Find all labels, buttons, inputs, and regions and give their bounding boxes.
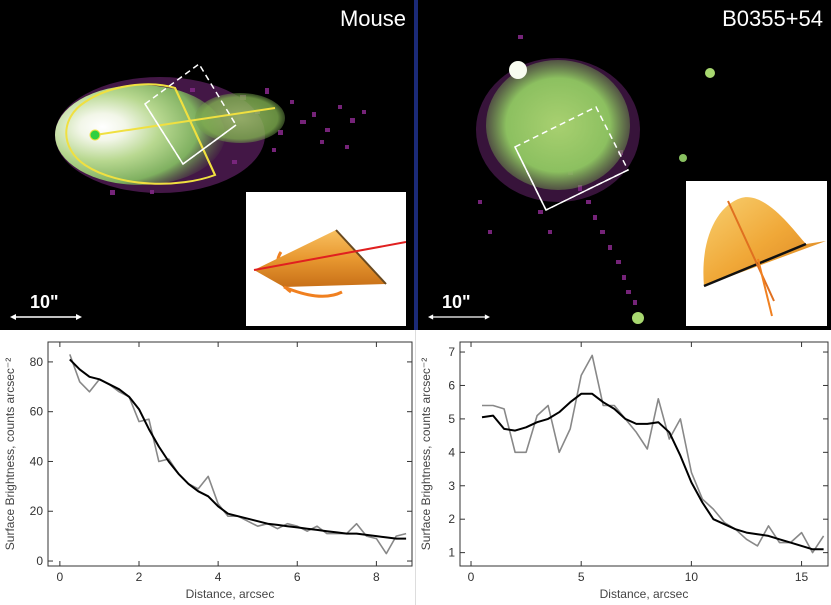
y-axis-label: Surface Brightness, counts arcsec⁻² — [3, 358, 17, 550]
y-tick-label: 1 — [448, 546, 455, 560]
b0355-cone-model-inset — [686, 181, 827, 326]
plot-frame — [47, 341, 413, 567]
b0355-xray-image — [476, 35, 715, 324]
cone-model-illustration — [703, 197, 826, 317]
plot-frame — [459, 341, 829, 567]
y-tick-label: 2 — [448, 512, 455, 526]
y-tick-label: 20 — [30, 504, 44, 518]
x-axis-label: Distance, arcsec — [186, 587, 275, 601]
mouse-xray-image-panel: Mouse 10" — [0, 0, 414, 330]
series-line-raw — [69, 354, 407, 555]
mouse-cone-model-inset — [246, 192, 407, 326]
series-line-smoothed — [481, 392, 824, 551]
cone-model-illustration — [253, 229, 407, 298]
x-tick-label: 4 — [215, 570, 222, 584]
x-tick-label: 0 — [57, 570, 64, 584]
y-tick-label: 4 — [448, 445, 455, 459]
x-tick-label: 0 — [468, 570, 475, 584]
panel-title-mouse: Mouse — [339, 6, 406, 31]
y-tick-label: 0 — [36, 554, 43, 568]
scale-bar-arrow — [10, 314, 82, 320]
x-tick-label: 2 — [136, 570, 143, 584]
scale-bar-label: 10" — [442, 292, 471, 312]
x-tick-label: 8 — [373, 570, 380, 584]
b0355-brightness-profile-chart: 0 5 10 15 1 2 3 4 5 6 7 Distance, arcsec Surface Bri… — [419, 341, 829, 601]
panel-title-b0355: B0355+54 — [722, 6, 823, 31]
y-tick-label: 6 — [448, 378, 455, 392]
b0355-xray-image-panel: B0355+54 10" — [418, 0, 831, 330]
x-tick-label: 10 — [685, 570, 699, 584]
series-line-raw — [482, 354, 825, 554]
scale-bar-label: 10" — [30, 292, 59, 312]
y-tick-label: 7 — [448, 345, 455, 359]
y-tick-label: 40 — [30, 454, 44, 468]
series-line-smoothed — [69, 358, 407, 540]
y-axis-label: Surface Brightness, counts arcsec⁻² — [419, 358, 433, 550]
x-axis-label: Distance, arcsec — [600, 587, 689, 601]
y-tick-label: 60 — [30, 405, 44, 419]
y-tick-label: 5 — [448, 412, 455, 426]
scale-bar-arrow — [428, 314, 490, 320]
x-tick-label: 6 — [294, 570, 301, 584]
x-tick-label: 5 — [578, 570, 585, 584]
mouse-xray-image — [55, 62, 366, 195]
plot-separator — [415, 330, 416, 605]
panel-divider — [414, 0, 418, 330]
x-tick-label: 15 — [795, 570, 809, 584]
y-tick-label: 80 — [30, 355, 44, 369]
y-tick-label: 3 — [448, 479, 455, 493]
